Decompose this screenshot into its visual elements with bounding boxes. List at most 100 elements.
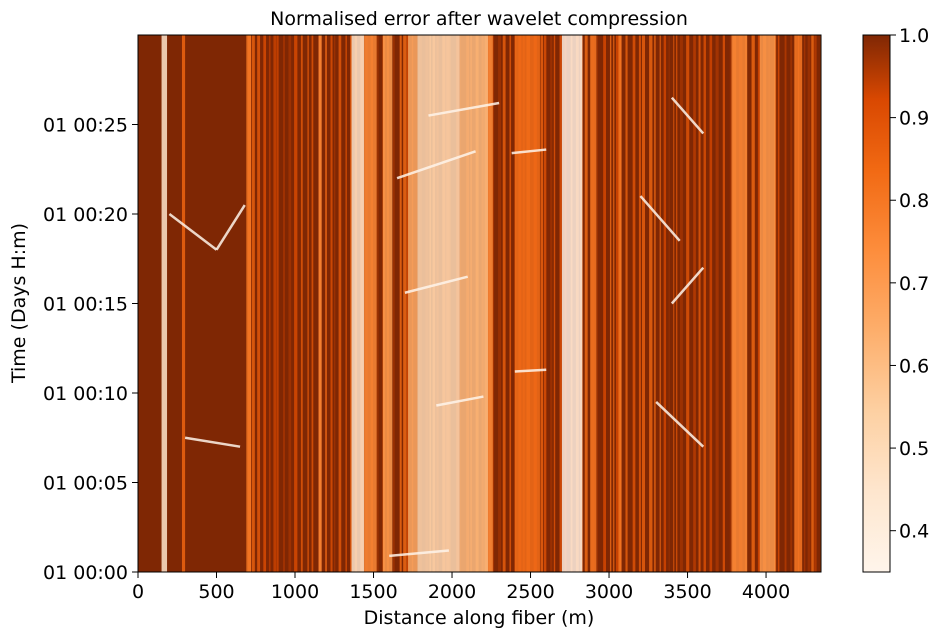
texture-line xyxy=(543,35,547,572)
texture-line xyxy=(679,35,683,572)
heatmap-streak xyxy=(655,401,705,448)
heatmap-streak xyxy=(670,266,705,305)
x-tick-label: 500 xyxy=(198,581,234,603)
colorbar-tick-label: 0.4 xyxy=(899,521,929,543)
heatmap-streak xyxy=(511,148,547,155)
texture-line xyxy=(300,35,303,572)
heatmap-streak xyxy=(404,275,469,294)
colorbar-tick-label: 0.7 xyxy=(899,273,929,295)
x-tick-label: 2000 xyxy=(428,581,476,603)
texture-line xyxy=(693,35,696,572)
texture-line xyxy=(784,35,787,572)
texture-line xyxy=(330,35,333,572)
x-tick-label: 3000 xyxy=(585,581,633,603)
texture-line xyxy=(616,35,620,572)
x-tick-label: 3500 xyxy=(663,581,711,603)
texture-line xyxy=(814,35,817,572)
heatmap-band xyxy=(364,35,377,572)
heatmap-band xyxy=(561,35,583,572)
heatmap-band xyxy=(408,35,418,572)
heatmap-streak xyxy=(670,96,705,135)
texture-line xyxy=(406,35,409,572)
heatmap-band xyxy=(318,35,322,572)
texture-line xyxy=(676,35,678,572)
heatmap-band xyxy=(618,35,622,572)
x-tick-label: 1500 xyxy=(349,581,397,603)
texture-line xyxy=(703,35,706,572)
x-tick-label: 4000 xyxy=(742,581,790,603)
texture-line xyxy=(777,35,780,572)
texture-line xyxy=(283,35,285,572)
colorbar-tick-label: 0.5 xyxy=(899,438,929,460)
heatmap-band xyxy=(794,35,803,572)
heatmap-streak xyxy=(389,549,449,558)
texture-line xyxy=(393,35,395,572)
texture-line xyxy=(668,35,670,572)
texture-line xyxy=(268,35,271,572)
x-axis-label: Distance along fiber (m) xyxy=(364,607,595,629)
texture-line xyxy=(276,35,279,572)
texture-line xyxy=(698,35,701,572)
heatmap-band xyxy=(351,35,365,572)
heatmap-band xyxy=(488,35,493,572)
texture-line xyxy=(722,35,725,572)
heatmap-streak xyxy=(436,395,484,407)
y-tick-label: 01 00:00 xyxy=(43,562,128,584)
texture-line xyxy=(654,35,656,572)
y-axis-label: Time (Days H:m) xyxy=(8,223,30,384)
texture-line xyxy=(811,35,814,572)
heatmap-band xyxy=(459,35,489,572)
texture-line xyxy=(751,35,755,572)
colorbar-tick-label: 0.8 xyxy=(899,190,929,212)
texture-line xyxy=(263,35,267,572)
texture-line xyxy=(807,35,811,572)
texture-line xyxy=(638,35,641,572)
heatmap-streak xyxy=(396,150,476,180)
texture-line xyxy=(686,35,690,572)
colorbar-tick-label: 0.9 xyxy=(899,108,929,130)
heatmap-band xyxy=(382,35,393,572)
colorbar-tick-label: 1.0 xyxy=(899,25,929,47)
texture-line xyxy=(550,35,553,572)
texture-line xyxy=(625,35,628,572)
texture-line xyxy=(803,35,806,572)
colorbar-gradient xyxy=(862,34,891,573)
texture-line xyxy=(502,35,506,572)
texture-line xyxy=(603,35,606,572)
x-tick-label: 0 xyxy=(132,581,144,603)
y-tick-label: 01 00:10 xyxy=(43,383,128,405)
heatmap-band xyxy=(181,35,186,572)
texture-line xyxy=(663,35,667,572)
heatmap-streak xyxy=(184,436,241,448)
texture-line xyxy=(559,35,562,572)
y-tick-label: 01 00:15 xyxy=(43,294,128,316)
heatmap-band xyxy=(514,35,540,572)
y-tick-label: 01 00:05 xyxy=(43,473,128,495)
heatmap-band xyxy=(731,35,748,572)
chart-title: Normalised error after wavelet compressi… xyxy=(270,8,688,30)
texture-line xyxy=(399,35,402,572)
y-tick-label: 01 00:25 xyxy=(43,115,128,137)
texture-line xyxy=(403,35,407,572)
heatmap-band xyxy=(246,35,252,572)
heatmap-band xyxy=(759,35,776,572)
plot-area xyxy=(137,34,822,573)
heatmap-streak xyxy=(215,204,246,251)
texture-line xyxy=(334,35,336,572)
heatmap-streak xyxy=(428,101,500,117)
texture-line xyxy=(632,35,636,572)
heatmap-bands xyxy=(161,35,803,572)
x-tick-label: 2500 xyxy=(506,581,554,603)
texture-line xyxy=(540,35,544,572)
texture-line xyxy=(641,35,646,572)
heatmap-band xyxy=(417,35,460,572)
heatmap-streaks xyxy=(168,96,705,558)
heatmap-streak xyxy=(639,195,681,242)
texture-line xyxy=(659,35,661,572)
texture-line xyxy=(553,35,556,572)
y-axis: 01 00:00 01 00:05 01 00:10 01 00:15 01 00:20… xyxy=(43,115,138,584)
texture-line xyxy=(613,35,615,572)
colorbar: 0.4 0.5 0.6 0.7 0.8 0.9 1.0 xyxy=(862,25,929,573)
texture-line xyxy=(273,35,277,572)
heatmap-band xyxy=(590,35,597,572)
